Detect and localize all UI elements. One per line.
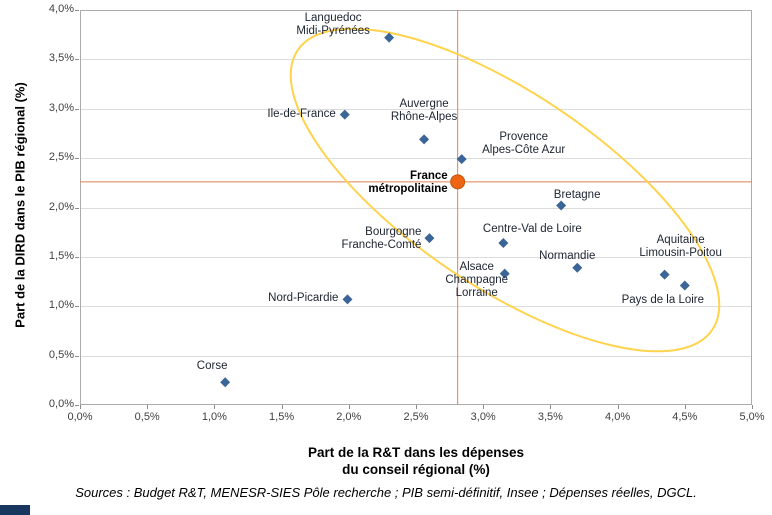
x-axis-tick <box>752 405 753 409</box>
reference-point <box>450 174 466 190</box>
x-axis-tick-label: 3,0% <box>470 411 496 423</box>
y-axis-tick <box>75 207 79 209</box>
y-axis-tick-label: 1,0% <box>48 299 74 312</box>
data-point-diamond <box>342 294 353 305</box>
y-axis-tick <box>75 108 79 110</box>
y-axis-tick <box>75 59 79 61</box>
reference-label: France métropolitaine <box>368 169 448 195</box>
gridline <box>81 306 751 308</box>
data-point-diamond <box>499 268 510 279</box>
data-point-diamond <box>424 233 435 244</box>
highlight-ellipse <box>289 27 721 353</box>
region-label: Bretagne <box>553 188 601 201</box>
y-axis-tick-label: 1,5% <box>48 249 74 262</box>
x-axis-title: Part de la R&T dans les dépenses du cons… <box>80 444 752 478</box>
region-label: Corse <box>196 360 228 373</box>
y-axis-tick <box>75 306 79 308</box>
y-axis-tick-label: 0,5% <box>48 348 74 361</box>
chart-canvas <box>80 10 752 405</box>
x-axis-tick-label: 2,0% <box>336 411 362 423</box>
x-axis-tick-label: 0,5% <box>134 411 160 423</box>
x-axis-tick-label: 4,0% <box>605 411 631 423</box>
y-axis-tick-label: 3,0% <box>48 101 74 114</box>
y-axis-tick <box>75 405 79 406</box>
gridline <box>81 59 751 61</box>
y-axis-tick-label: 0,0% <box>48 398 74 410</box>
x-axis-tick-label: 0,0% <box>67 411 93 423</box>
gridline <box>81 256 751 258</box>
y-axis-tick <box>75 355 79 357</box>
x-axis-tick <box>483 405 485 409</box>
region-label: Aquitaine Limousin-Poitou <box>639 233 722 259</box>
x-axis-tick <box>684 405 686 409</box>
gridline <box>81 355 751 357</box>
gridline <box>81 207 751 209</box>
x-axis-tick-label: 1,0% <box>201 411 227 423</box>
data-point-diamond <box>339 109 350 120</box>
x-axis-title-line2: du conseil régional (%) <box>342 462 490 477</box>
gridline <box>81 108 751 110</box>
x-axis-tick <box>214 405 216 409</box>
y-axis-tick-label: 4,0% <box>48 3 74 15</box>
footer-bar <box>0 505 30 515</box>
x-axis-tick-label: 1,5% <box>269 411 295 423</box>
region-label: Centre-Val de Loire <box>482 223 582 236</box>
region-label: Pays de la Loire <box>621 293 705 306</box>
region-label: Alsace Champagne Lorraine <box>445 260 509 299</box>
x-axis-tick <box>147 405 149 409</box>
x-axis-tick-label: 3,5% <box>537 411 563 423</box>
x-axis-tick <box>416 405 417 409</box>
x-axis-tick <box>617 405 619 409</box>
x-axis-tick-label: 2,5% <box>403 411 429 423</box>
y-axis-tick <box>75 256 79 258</box>
x-axis-tick <box>348 405 350 409</box>
x-axis-tick-label: 4,5% <box>672 411 698 423</box>
y-axis-tick-label: 2,5% <box>48 151 74 164</box>
y-axis-tick <box>75 158 79 160</box>
x-axis-title-line1: Part de la R&T dans les dépenses <box>307 445 525 460</box>
x-axis-tick <box>550 405 552 409</box>
x-axis-tick <box>281 405 283 409</box>
x-axis-tick <box>80 405 81 409</box>
y-axis-tick-label: 2,0% <box>48 200 74 213</box>
region-label: Provence Alpes-Côte Azur <box>482 131 566 157</box>
data-point-diamond <box>556 200 567 211</box>
data-point-diamond <box>659 269 670 280</box>
gridline <box>81 158 751 160</box>
region-label: Languedoc Midi-Pyrénées <box>296 11 370 37</box>
data-point-diamond <box>679 280 690 291</box>
data-point-diamond <box>419 134 430 145</box>
data-point-diamond <box>384 32 395 43</box>
region-label: Ile-de-France <box>267 107 336 120</box>
x-axis-tick-label: 5,0% <box>739 411 765 423</box>
region-label: Auvergne Rhône-Alpes <box>390 98 458 124</box>
region-label: Bourgogne Franche-Comté <box>341 226 422 252</box>
source-note: Sources : Budget R&T, MENESR-SIES Pôle r… <box>75 485 697 500</box>
data-point-diamond <box>498 238 509 249</box>
y-axis-tick <box>75 10 79 11</box>
region-label: Nord-Picardie <box>268 292 339 305</box>
data-point-diamond <box>456 154 467 165</box>
region-label: Normandie <box>539 249 596 262</box>
data-point-diamond <box>220 377 231 388</box>
data-point-diamond <box>572 262 583 273</box>
y-axis-tick-label: 3,5% <box>48 52 74 65</box>
